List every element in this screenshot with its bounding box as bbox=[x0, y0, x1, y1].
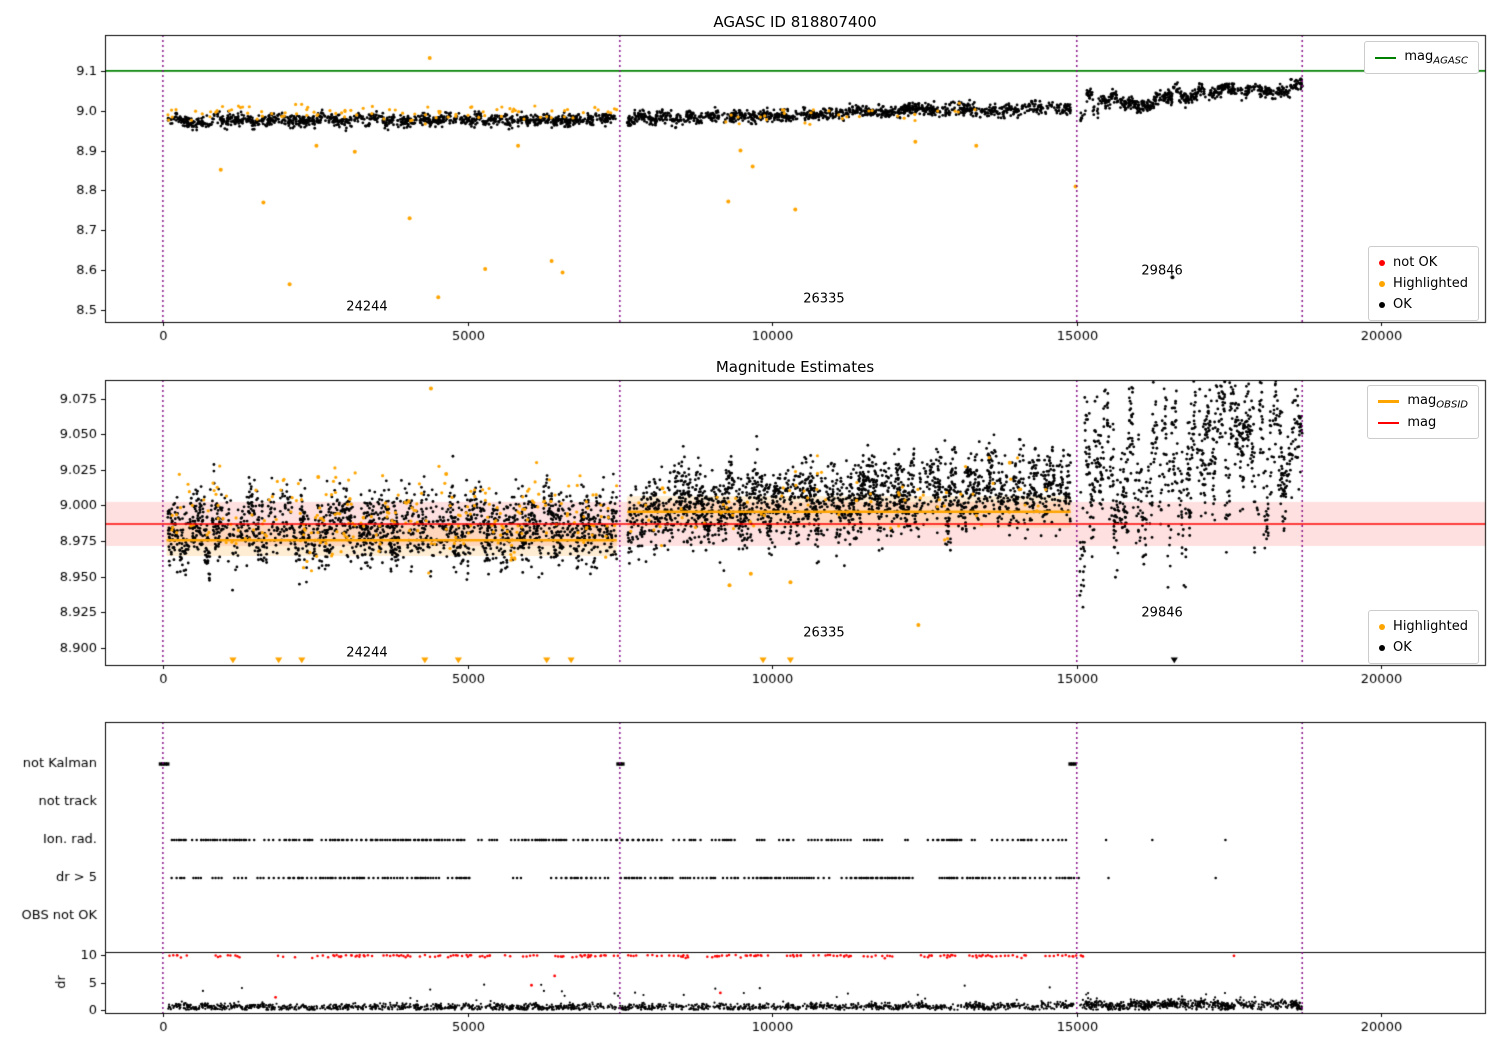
legend-label-main: mag bbox=[1404, 48, 1434, 64]
highlighted-dot-swatch bbox=[1379, 623, 1386, 630]
mag-obsid-line-swatch bbox=[1378, 400, 1400, 403]
ok-dot-swatch bbox=[1379, 301, 1386, 308]
legend-label-mag: mag bbox=[1407, 415, 1436, 430]
obsid-annotation: 29846 bbox=[1141, 605, 1183, 621]
legend-item-mag-obsid: magOBSID bbox=[1378, 391, 1468, 412]
legend-item-ok: OK bbox=[1379, 637, 1468, 658]
legend-label-not-ok: not OK bbox=[1393, 255, 1438, 270]
legend-label-ok: OK bbox=[1393, 297, 1412, 312]
legend-label-sub: AGASC bbox=[1433, 55, 1468, 67]
highlighted-dot-swatch bbox=[1379, 280, 1386, 287]
legend-item-mag-agasc: magAGASC bbox=[1375, 47, 1468, 68]
ok-dot-swatch bbox=[1379, 644, 1386, 651]
plot2-title: Magnitude Estimates bbox=[715, 358, 875, 376]
obsid-annotation: 26335 bbox=[803, 291, 845, 307]
plot1-title: AGASC ID 818807400 bbox=[713, 13, 877, 31]
legend-label-mag-obsid: magOBSID bbox=[1407, 393, 1468, 411]
legend-plot2-markers: Highlighted OK bbox=[1368, 610, 1479, 664]
legend-mag-agasc: magAGASC bbox=[1364, 41, 1479, 74]
legend-label-main: mag bbox=[1407, 415, 1437, 430]
legend-label-highlighted: Highlighted bbox=[1393, 276, 1468, 291]
obsid-annotation: 24244 bbox=[346, 299, 388, 315]
legend-label-mag-agasc: magAGASC bbox=[1404, 49, 1468, 67]
obsid-annotation: 29846 bbox=[1141, 263, 1183, 279]
mag-line-swatch bbox=[1378, 421, 1400, 424]
legend-plot1-markers: not OK Highlighted OK bbox=[1368, 246, 1479, 321]
legend-item-highlighted: Highlighted bbox=[1379, 616, 1468, 637]
legend-item-highlighted: Highlighted bbox=[1379, 273, 1468, 294]
legend-label-ok: OK bbox=[1393, 640, 1412, 655]
legend-label-highlighted: Highlighted bbox=[1393, 619, 1468, 634]
legend-label-main: mag bbox=[1407, 392, 1437, 408]
legend-mag-lines: magOBSID mag bbox=[1367, 385, 1479, 439]
legend-item-ok: OK bbox=[1379, 294, 1468, 315]
obsid-annotation: 26335 bbox=[803, 625, 845, 641]
mag-agasc-line-swatch bbox=[1375, 56, 1397, 59]
not-ok-dot-swatch bbox=[1379, 259, 1386, 266]
legend-label-sub: OBSID bbox=[1436, 399, 1468, 411]
obsid-annotation: 24244 bbox=[346, 645, 388, 661]
legend-item-mag: mag bbox=[1378, 412, 1468, 433]
legend-item-not-ok: not OK bbox=[1379, 252, 1468, 273]
